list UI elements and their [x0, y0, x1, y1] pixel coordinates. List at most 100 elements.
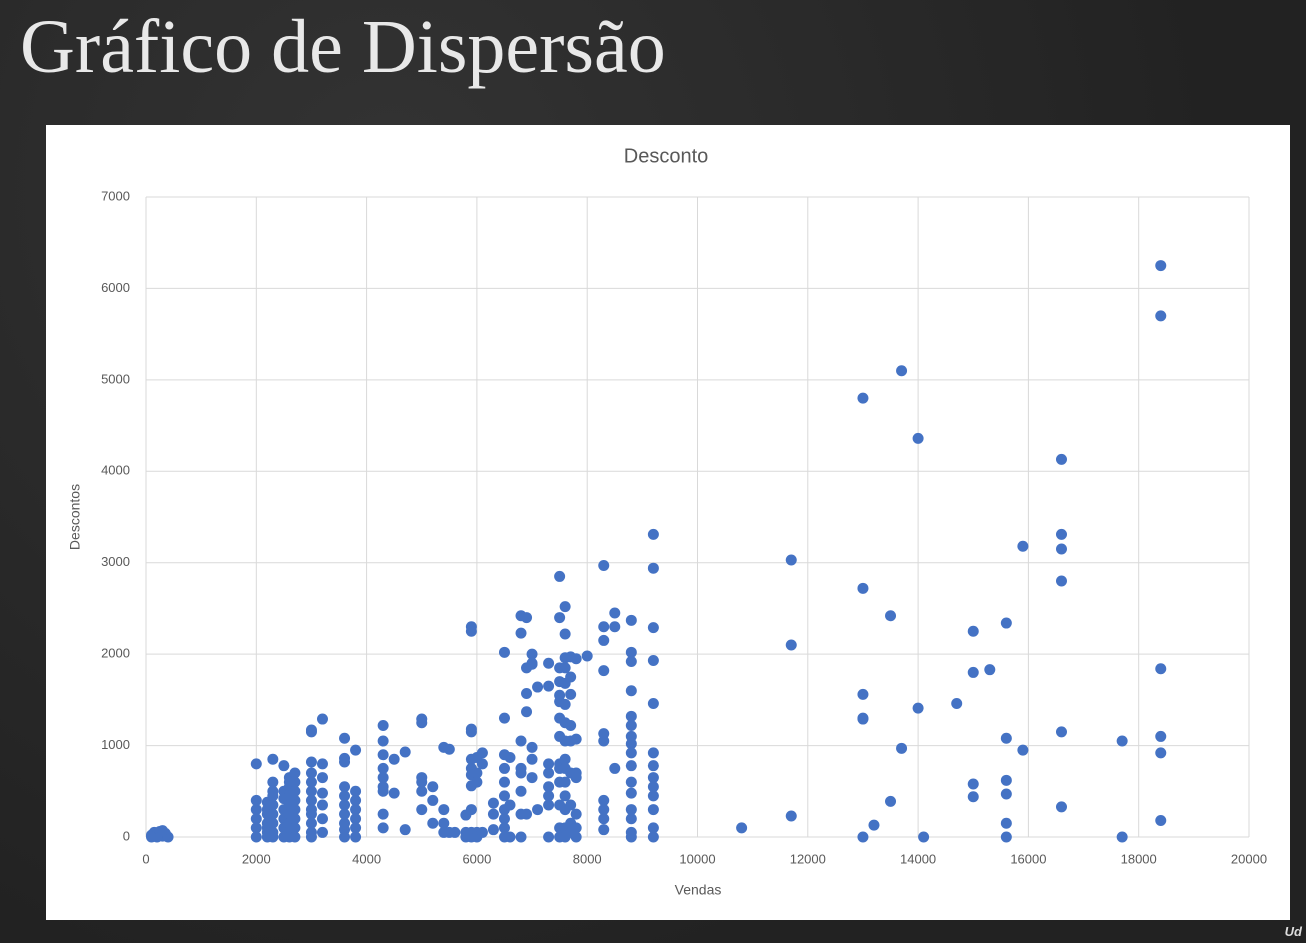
point	[559, 698, 571, 710]
point	[289, 767, 301, 779]
point	[377, 772, 389, 784]
point	[305, 794, 317, 806]
point	[625, 831, 637, 843]
point	[515, 767, 527, 779]
point	[498, 813, 510, 825]
point	[625, 813, 637, 825]
point	[487, 824, 499, 836]
point	[581, 650, 593, 662]
y-tick-label: 5000	[101, 371, 130, 386]
point	[857, 688, 869, 700]
point	[625, 747, 637, 759]
point	[350, 794, 362, 806]
point	[250, 831, 262, 843]
point	[289, 831, 301, 843]
point	[521, 706, 533, 718]
point	[267, 831, 279, 843]
point	[305, 808, 317, 820]
point	[951, 698, 963, 710]
point	[1055, 543, 1067, 555]
point	[543, 799, 555, 811]
point	[857, 831, 869, 843]
point	[625, 710, 637, 722]
y-axis-label: Descontos	[67, 484, 83, 550]
point	[305, 831, 317, 843]
point	[471, 767, 483, 779]
point	[388, 787, 400, 799]
point	[598, 735, 610, 747]
point	[316, 758, 328, 770]
point	[647, 790, 659, 802]
point	[377, 749, 389, 761]
point	[559, 601, 571, 613]
point	[250, 822, 262, 834]
point	[377, 822, 389, 834]
point	[857, 392, 869, 404]
point	[1017, 540, 1029, 552]
point	[305, 756, 317, 768]
point	[559, 776, 571, 788]
point	[521, 687, 533, 699]
point	[543, 831, 555, 843]
point	[350, 785, 362, 797]
point	[399, 746, 411, 758]
point	[250, 758, 262, 770]
point	[465, 804, 477, 816]
point	[967, 791, 979, 803]
point	[570, 653, 582, 665]
point	[647, 772, 659, 784]
point	[625, 787, 637, 799]
point	[857, 582, 869, 594]
point	[625, 685, 637, 697]
point	[267, 776, 279, 788]
point	[647, 822, 659, 834]
point	[543, 657, 555, 669]
point	[146, 831, 158, 843]
point	[305, 817, 317, 829]
point	[498, 646, 510, 658]
point	[443, 743, 455, 755]
point	[1055, 528, 1067, 540]
point	[785, 810, 797, 822]
point	[570, 733, 582, 745]
point	[1017, 744, 1029, 756]
point	[625, 614, 637, 626]
point	[289, 794, 301, 806]
point	[647, 528, 659, 540]
y-tick-label: 0	[123, 828, 130, 843]
point	[598, 665, 610, 677]
point	[339, 781, 351, 793]
point	[339, 790, 351, 802]
point	[598, 804, 610, 816]
point	[416, 804, 428, 816]
point	[559, 790, 571, 802]
point	[598, 634, 610, 646]
point	[532, 804, 544, 816]
point	[609, 621, 621, 633]
point	[289, 785, 301, 797]
point	[416, 776, 428, 788]
point	[1000, 788, 1012, 800]
point	[278, 760, 290, 772]
point	[526, 648, 538, 660]
point	[570, 831, 582, 843]
point	[377, 719, 389, 731]
point	[399, 824, 411, 836]
point	[647, 562, 659, 574]
point	[504, 799, 516, 811]
point	[647, 804, 659, 816]
point	[1155, 730, 1167, 742]
x-tick-label: 12000	[790, 851, 826, 866]
point	[625, 646, 637, 658]
point	[521, 612, 533, 624]
point	[504, 831, 516, 843]
point	[543, 790, 555, 802]
point	[1155, 815, 1167, 827]
point	[598, 794, 610, 806]
point	[647, 655, 659, 667]
chart-panel: Desconto Vendas Descontos 0 1000 2000 3000 4…	[46, 125, 1290, 920]
point	[598, 621, 610, 633]
point	[570, 822, 582, 834]
point	[267, 817, 279, 829]
